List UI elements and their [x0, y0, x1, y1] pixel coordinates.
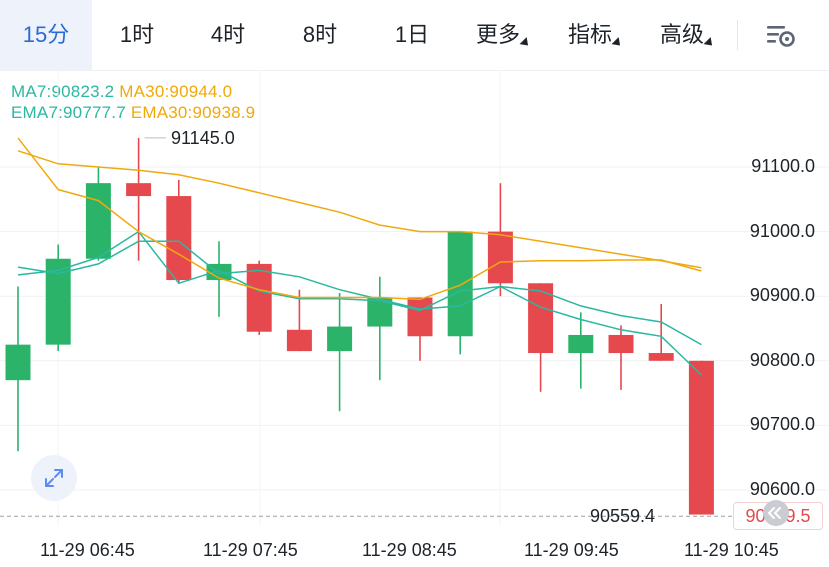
expand-icon	[45, 469, 63, 487]
bearish-candle	[487, 231, 513, 284]
tab-more[interactable]: 更多	[458, 0, 550, 70]
tab-label: 4时	[210, 22, 246, 47]
tab-indicators[interactable]: 指标	[550, 0, 642, 70]
tab-label: 8时	[302, 22, 338, 47]
chart-settings-button[interactable]	[758, 18, 804, 54]
dropdown-caret-icon	[703, 37, 716, 50]
bullish-candle	[5, 344, 31, 381]
time-tick-label: 11-29 09:45	[524, 540, 619, 560]
ema30-line	[17, 137, 702, 301]
bearish-candle	[608, 334, 634, 354]
tab-1d[interactable]: 1日	[366, 0, 458, 70]
ma30-line	[17, 150, 702, 269]
bullish-candle	[327, 326, 353, 352]
bullish-candle	[568, 334, 594, 354]
price-tick-label: 91100.0	[751, 156, 815, 176]
tab-15min[interactable]: 15分	[0, 0, 92, 70]
ema30-legend: EMA30:90938.9	[130, 103, 256, 122]
tab-1h[interactable]: 1时	[92, 0, 182, 70]
ma7-legend: MA7:90823.2	[11, 82, 115, 101]
bearish-candle	[528, 283, 554, 354]
scroll-latest-button[interactable]	[763, 500, 789, 526]
tab-label: 更多	[475, 22, 520, 47]
price-tick-label: 91000.0	[749, 220, 815, 241]
tab-label: 指标	[567, 22, 612, 47]
tab-label: 高级	[659, 22, 704, 47]
price-tick-label: 90800.0	[749, 349, 815, 370]
ema7-legend: EMA7:90777.7	[11, 103, 126, 122]
last-price-label: 90559.4	[590, 506, 656, 526]
time-tick-label: 11-29 08:45	[362, 540, 457, 560]
time-tick-label: 11-29 10:45	[684, 540, 779, 560]
tab-label: 15分	[22, 22, 70, 47]
bearish-candle	[688, 360, 714, 515]
bearish-candle	[648, 353, 674, 361]
bearish-candle	[407, 297, 433, 337]
time-tick-label: 11-29 06:45	[40, 540, 135, 560]
bearish-candle	[126, 183, 152, 197]
ma30-legend: MA30:90944.0	[119, 82, 233, 101]
ma-legend: MA7:90823.2 MA30:90944.0	[11, 82, 232, 102]
timeframe-tab-bar: 15分 1时 4时 8时 1日 更多 指标 高级	[0, 0, 829, 71]
bearish-candle	[246, 263, 272, 332]
collapse-icon	[767, 507, 781, 519]
settings-icon	[767, 26, 795, 47]
time-tick-label: 11-29 07:45	[203, 540, 298, 560]
max-price-label: 91145.0	[171, 128, 235, 148]
tab-4h[interactable]: 4时	[182, 0, 274, 70]
tab-divider	[737, 20, 738, 50]
tab-advanced[interactable]: 高级	[642, 0, 734, 70]
price-tick-label: 90900.0	[749, 285, 815, 306]
dropdown-caret-icon	[611, 37, 624, 50]
dropdown-caret-icon	[519, 37, 532, 50]
candlestick-chart[interactable]	[0, 70, 829, 540]
ma7-line	[17, 240, 702, 346]
price-tick-label: 90600.0	[749, 479, 815, 499]
bullish-candle	[85, 183, 111, 259]
bullish-candle	[447, 231, 473, 337]
ema7-line	[17, 230, 702, 376]
bearish-candle	[286, 329, 312, 352]
bearish-candle	[166, 196, 192, 281]
tab-label: 1日	[394, 22, 430, 47]
tab-label: 1时	[119, 22, 155, 47]
price-tick-label: 90700.0	[749, 414, 815, 435]
tab-8h[interactable]: 8时	[274, 0, 366, 70]
fullscreen-button[interactable]	[31, 455, 77, 501]
ema-legend: EMA7:90777.7 EMA30:90938.9	[11, 103, 255, 123]
